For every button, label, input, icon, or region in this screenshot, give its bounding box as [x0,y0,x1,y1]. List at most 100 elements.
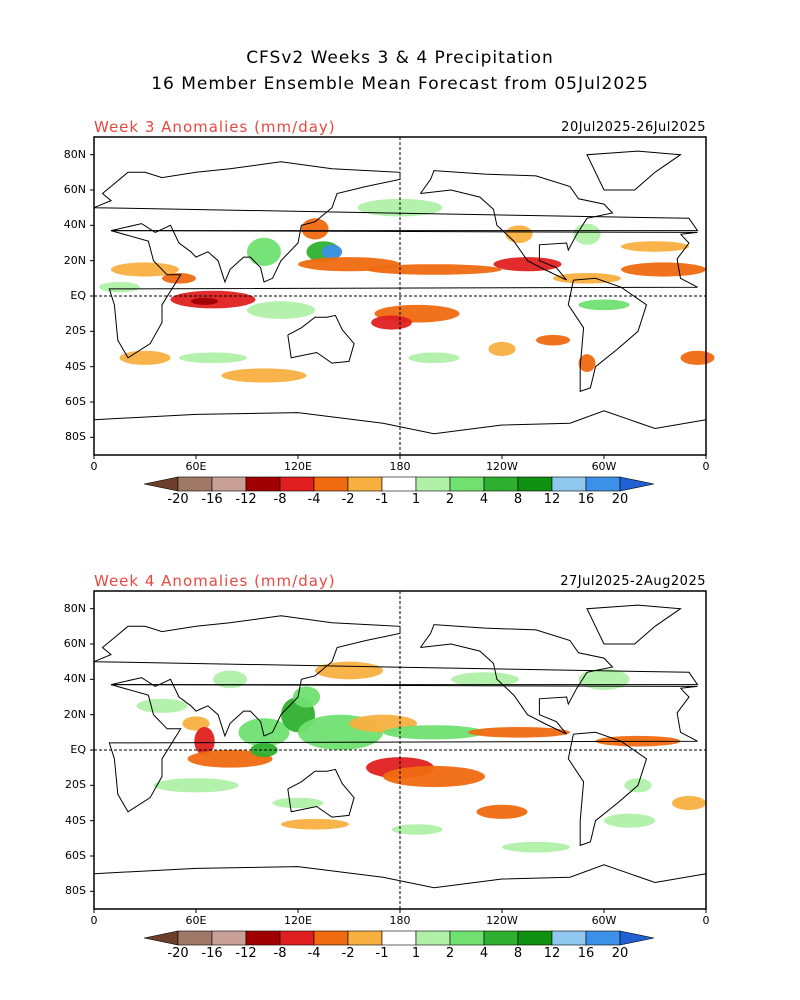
panel1-colorbar-label: -16 [201,492,223,507]
panel1-colorbar-label: 20 [611,492,629,507]
panel1-dates: 20Jul2025-26Jul2025 [561,120,706,135]
panel2-colorbar-label: -12 [235,946,257,961]
panel2-colorbar-label: -4 [307,946,321,961]
panel2-colorbar-swatch [517,930,553,946]
panel2-colorbar-swatch [245,930,281,946]
panel1-anomaly-area [578,354,596,372]
panel2-colorbar-swatch [449,930,485,946]
panel1-anomaly-area [221,368,307,383]
panel2-anomaly-area [272,797,324,809]
panel1-colorbar-swatch [551,476,587,492]
panel1-colorbar-swatch [211,476,247,492]
panel2-lon-label: 180 [389,914,411,927]
panel2-anomaly-area [391,824,443,835]
panel2-colorbar-label: 12 [543,946,561,961]
panel1-anomaly-area [366,264,502,275]
panel1-lon-label: 60W [591,460,617,473]
panel1-colorbar-swatch [415,476,451,492]
panel2-lat-label: 80S [65,884,86,898]
panel2-colorbar-swatch [347,930,383,946]
panel1-coastline-south-america [567,277,648,393]
panel2-coastline-south-america [567,731,648,847]
panel2-colorbar-swatch [381,930,417,946]
panel2-colorbar-swatch [313,930,349,946]
panel2-lat-label: EQ [70,743,86,756]
panel2-anomaly-area [213,670,247,689]
panel2-coastline-north-america [419,624,614,735]
panel1-colorbar-swatch [313,476,349,492]
panel1-colorbar-label: 8 [513,492,523,507]
panel2-title: Week 4 Anomalies (mm/day) [94,572,336,590]
panel1-colorbar-arrow-left [143,476,179,492]
panel1-anomaly-area [488,341,516,357]
panel2-anomaly-area [476,804,528,819]
panel2-lon-label: 120W [486,914,518,927]
panel1-anomaly-area [321,244,343,259]
panel1-coastline-africa [108,230,698,359]
panel2-anomaly-area [281,818,349,830]
panel1-anomaly-area [190,297,219,305]
chart-title-line1: CFSv2 Weeks 3 & 4 Precipitation [246,48,554,68]
panel1-colorbar-label: 4 [479,492,489,507]
panel2-anomaly-area [292,686,321,708]
panel2-colorbar-label: 1 [411,946,421,961]
panel2-lon-label: 60W [591,914,617,927]
panel2-anomaly-area [238,718,290,747]
panel1-lat-label: 20N [63,253,86,267]
panel2-colorbar-swatch [585,930,621,946]
panel1-anomaly-area [408,352,460,364]
panel1-colorbar-swatch [449,476,485,492]
panel1-colorbar-swatch [177,476,213,492]
panel2-lat-label: 60S [65,849,86,862]
panel2-lat-label: 20S [65,778,86,792]
panel1-colorbar-swatch [483,476,519,492]
panel2-lat-label: 80N [63,601,86,615]
panel1-colorbar-label: 12 [543,492,561,507]
panel1-lon-label: 120W [486,460,518,473]
panel2-colorbar-swatch [177,930,213,946]
panel2-anomaly-area [604,813,655,828]
panel1-colorbar-label: -1 [375,492,389,507]
panel1-colorbar-swatch [279,476,315,492]
panel1-lat-label: 80N [63,147,86,161]
panel2-anomaly-area [451,672,519,687]
panel1-anomaly-area [578,299,630,311]
panel1-anomaly-area [99,281,140,293]
panel2-colorbar-label: -1 [375,946,389,961]
panel2-colorbar-label: -8 [273,946,287,961]
panel2-colorbar-swatch [551,930,587,946]
panel2-colorbar-swatch [483,930,519,946]
panel1-colorbar-swatch [517,476,553,492]
panel2-anomaly-area [315,661,383,680]
panel2-colorbar-swatch [415,930,451,946]
panel2-lon-label: 120E [284,914,312,927]
panel1-coastline-australia [287,314,355,364]
panel1-anomaly-area [179,352,247,364]
panel1-anomaly-area [680,350,715,365]
panel1-colorbar-swatch [347,476,383,492]
panel1-anomaly-area [621,262,706,277]
panel2-coastline-eurasia [93,615,699,738]
panel1-lat-label: 40S [65,359,86,373]
panel2-lat-label: 40N [63,672,86,686]
panel2-anomaly-area [502,841,570,853]
panel1-colorbar-label: -2 [341,492,355,507]
panel1-anomaly-area [111,262,179,277]
panel2-lon-label: 60E [185,914,207,927]
panel1-lon-label: 0 [90,460,98,473]
panel1-colorbar-label: -20 [167,492,189,507]
panel2-lat-label: 60N [63,637,86,650]
panel2-colorbar-label: 20 [611,946,629,961]
panel1-lon-label: 0 [702,460,710,473]
panel1-colorbar-label: -12 [235,492,257,507]
panel2-colorbar-arrow-left [143,930,179,946]
panel1-lat-label: 20S [65,324,86,338]
panel2-anomaly-area [578,668,630,690]
panel2-coastline-greenland [586,604,682,645]
panel1-lon-label: 120E [284,460,312,473]
panel2-anomaly-area [182,716,210,731]
panel2-colorbar-label: 4 [479,946,489,961]
panel1-lat-label: 60N [63,183,86,196]
panel1-coastline-antarctica [93,410,707,435]
